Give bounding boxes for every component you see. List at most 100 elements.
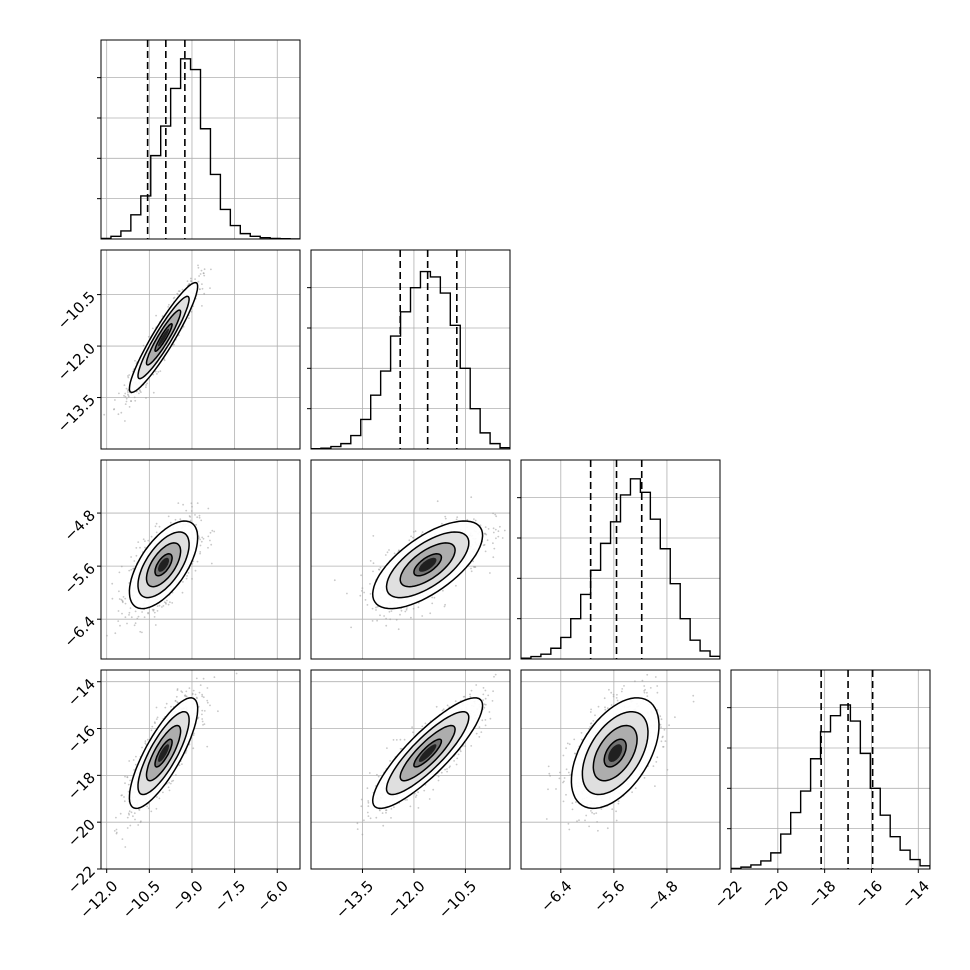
sample-point <box>203 723 206 725</box>
sample-point <box>385 811 387 814</box>
sample-point <box>145 384 148 386</box>
sample-point <box>181 288 184 291</box>
sample-point <box>475 684 478 686</box>
sample-point <box>367 805 370 807</box>
sample-point <box>372 570 374 573</box>
sample-point <box>485 533 488 536</box>
contour-line <box>399 542 456 588</box>
sample-point <box>386 747 388 749</box>
sample-point <box>433 596 436 599</box>
sample-point <box>129 779 132 782</box>
sample-point <box>442 708 445 711</box>
sample-point <box>346 592 348 595</box>
sample-point <box>144 742 147 745</box>
sample-point <box>492 512 494 515</box>
contour-line <box>137 295 190 380</box>
sample-point <box>207 535 210 538</box>
density-core <box>418 744 437 762</box>
sample-point <box>154 624 157 626</box>
sample-point <box>207 507 210 510</box>
sample-point <box>139 546 141 549</box>
sample-point <box>119 624 121 627</box>
sample-point <box>469 695 472 698</box>
sample-point <box>456 757 459 760</box>
sample-point <box>444 603 446 606</box>
sample-point <box>133 560 136 562</box>
sample-point <box>424 722 427 725</box>
histogram-panel-1 <box>307 249 511 450</box>
histogram-steps <box>521 478 720 659</box>
sample-point <box>455 518 458 521</box>
sample-point <box>182 503 185 506</box>
sample-point <box>124 775 126 778</box>
sample-point <box>111 597 114 600</box>
sample-point <box>210 543 213 546</box>
sample-point <box>192 747 195 750</box>
sample-point <box>448 766 451 769</box>
sample-point <box>113 408 115 411</box>
sample-point <box>376 773 378 776</box>
sample-point <box>617 800 620 803</box>
sample-point <box>118 392 120 395</box>
axes-frame <box>100 669 301 870</box>
sample-point <box>664 740 667 742</box>
sample-point <box>376 605 379 608</box>
density-core <box>158 328 169 347</box>
sample-point <box>431 602 434 605</box>
sample-point <box>493 547 496 550</box>
sample-point <box>144 540 146 542</box>
sample-point <box>455 763 458 766</box>
sample-point <box>497 535 500 538</box>
sample-point <box>157 371 160 373</box>
sample-point <box>565 793 567 796</box>
sample-point <box>369 560 372 562</box>
sample-point <box>590 810 592 812</box>
sample-point <box>412 731 414 734</box>
sample-point <box>463 695 466 698</box>
sample-point <box>446 768 448 770</box>
sample-point <box>167 515 170 518</box>
sample-point <box>195 523 198 526</box>
sample-point <box>199 273 202 275</box>
sample-point <box>610 704 613 706</box>
sample-point <box>174 700 177 702</box>
sample-point <box>608 688 610 691</box>
histogram-panel-3 <box>727 669 931 870</box>
sample-point <box>483 543 486 546</box>
sample-point <box>568 743 571 746</box>
sample-point <box>128 614 130 616</box>
sample-point <box>201 287 204 290</box>
histogram-panel-0 <box>97 39 301 240</box>
panel-content <box>101 670 300 869</box>
contour-line <box>154 738 173 768</box>
sample-point <box>399 613 401 616</box>
sample-point <box>184 694 187 696</box>
sample-point <box>197 266 200 269</box>
sample-point <box>174 518 177 521</box>
sample-point <box>127 375 129 377</box>
sample-point <box>369 593 372 595</box>
sample-point <box>580 732 583 734</box>
sample-point <box>155 522 158 525</box>
sample-point <box>130 568 133 571</box>
sample-point <box>428 798 431 800</box>
sample-point <box>389 618 392 621</box>
sample-point <box>364 599 367 601</box>
sample-point <box>147 611 150 614</box>
sample-point <box>495 515 498 518</box>
sample-point <box>196 516 199 519</box>
histogram-steps <box>731 704 930 869</box>
sample-point <box>548 772 551 775</box>
sample-point <box>120 411 123 414</box>
sample-point <box>206 687 209 689</box>
sample-point <box>484 550 487 553</box>
panel-content <box>311 460 510 659</box>
sample-point <box>138 388 141 391</box>
sample-point <box>117 413 120 416</box>
sample-point <box>114 632 117 635</box>
sample-point <box>128 406 131 408</box>
sample-point <box>182 581 184 583</box>
sample-point <box>412 536 414 539</box>
sample-point <box>150 535 153 538</box>
sample-point <box>392 739 395 741</box>
